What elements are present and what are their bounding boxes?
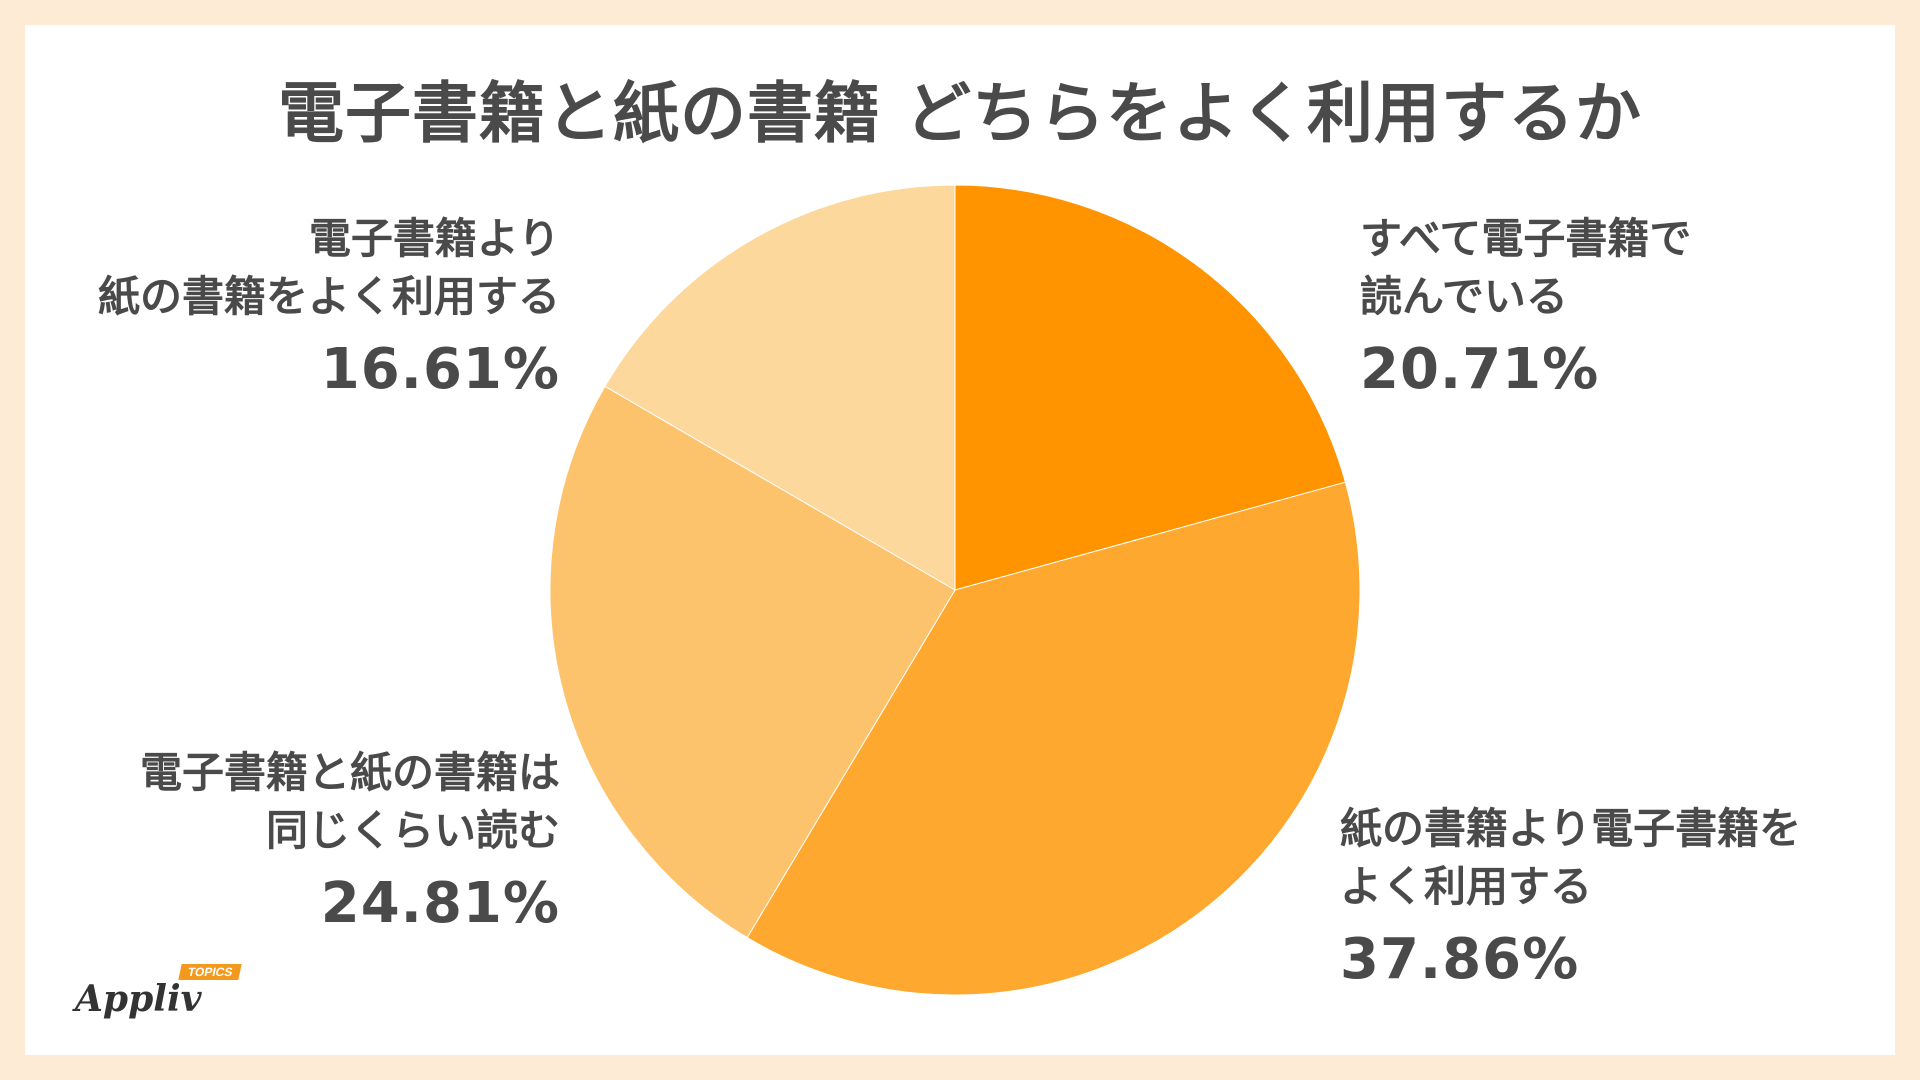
label-paper-more-line-2: 紙の書籍をよく利用する [97,272,560,321]
chart-title: 電子書籍と紙の書籍 どちらをよく利用するか [278,75,1642,152]
label-equal-line-2: 同じくらい読む [265,806,560,855]
slice-ebook-more [746,481,1361,996]
label-equal: 電子書籍と紙の書籍は 同じくらい読む 24.81% [140,744,560,944]
slice-equal [549,385,956,939]
label-ebook-more: 紙の書籍より電子書籍を よく利用する 37.86% [1340,800,1801,1000]
slice-paper-more [604,184,956,591]
label-equal-line-1: 電子書籍と紙の書籍は [139,748,560,797]
label-ebook-more-percent: 37.86% [1340,927,1580,992]
label-ebook-more-line-2: よく利用する [1340,862,1593,911]
logo-text: Appliv [75,978,202,1020]
label-all-ebook-line-1: すべて電子書籍で [1360,214,1692,263]
label-ebook-more-line-1: 紙の書籍より電子書籍を [1340,804,1802,853]
label-paper-more-line-1: 電子書籍より [308,214,560,263]
logo-badge: TOPICS [178,964,243,980]
label-paper-more: 電子書籍より 紙の書籍をよく利用する 16.61% [98,210,560,410]
slice-all-ebook [954,184,1347,591]
label-paper-more-percent: 16.61% [320,337,560,402]
label-all-ebook: すべて電子書籍で 読んでいる 20.71% [1360,210,1691,410]
label-all-ebook-percent: 20.71% [1360,337,1600,402]
label-all-ebook-line-2: 読んでいる [1360,272,1568,321]
appliv-logo: Appliv TOPICS [50,948,250,1028]
label-equal-percent: 24.81% [320,871,560,936]
